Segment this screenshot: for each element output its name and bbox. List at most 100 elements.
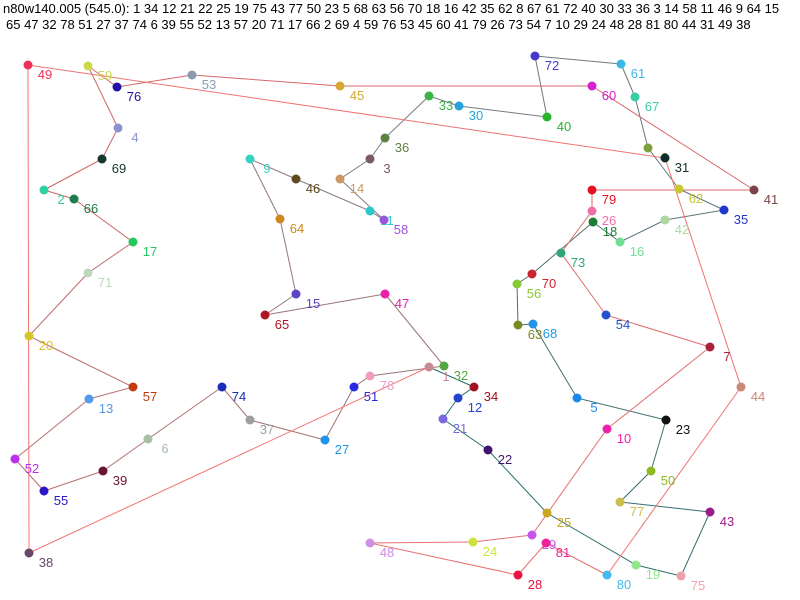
city-label-40: 40 xyxy=(557,119,571,134)
city-label-62: 62 xyxy=(689,191,703,206)
city-node-53 xyxy=(187,70,197,80)
tour-edge-35-62 xyxy=(678,188,725,211)
tour-edge-47-32 xyxy=(384,293,445,367)
city-node-33 xyxy=(424,91,434,101)
city-label-16: 16 xyxy=(630,244,644,259)
city-node-56 xyxy=(512,279,522,289)
city-label-49: 49 xyxy=(38,67,52,82)
tour-edge-30-33 xyxy=(428,95,460,107)
city-label-12: 12 xyxy=(468,400,482,415)
city-label-3: 3 xyxy=(383,161,390,176)
tour-edge-2-69 xyxy=(43,158,103,191)
city-node-21 xyxy=(438,414,448,424)
city-label-43: 43 xyxy=(720,514,734,529)
city-node-32 xyxy=(439,361,449,371)
tour-edge-8-67 xyxy=(634,96,649,149)
city-node-19 xyxy=(631,560,641,570)
city-node-28 xyxy=(513,570,523,580)
tour-edge-24-48 xyxy=(369,541,474,544)
city-node-7 xyxy=(705,342,715,352)
tour-edge-27-37 xyxy=(249,419,326,441)
tour-edge-18-16 xyxy=(592,221,621,243)
city-label-52: 52 xyxy=(25,461,39,476)
city-label-24: 24 xyxy=(483,544,497,559)
city-node-70 xyxy=(527,269,537,279)
city-label-19: 19 xyxy=(646,567,660,582)
city-node-38 xyxy=(24,548,34,558)
tour-edge-17-66 xyxy=(73,198,134,243)
city-label-44: 44 xyxy=(751,389,765,404)
tour-edge-16-42 xyxy=(619,219,666,243)
city-label-15: 15 xyxy=(306,296,320,311)
city-label-51: 51 xyxy=(364,389,378,404)
city-label-7: 7 xyxy=(723,349,730,364)
city-label-28: 28 xyxy=(528,577,542,592)
tour-edge-37-74 xyxy=(221,386,251,421)
tour-edge-76-53 xyxy=(116,74,193,88)
city-node-50 xyxy=(646,466,656,476)
city-node-43 xyxy=(705,507,715,517)
city-node-14 xyxy=(335,174,345,184)
city-label-46: 46 xyxy=(306,181,320,196)
city-node-10 xyxy=(602,424,612,434)
city-node-61 xyxy=(616,59,626,69)
city-label-70: 70 xyxy=(542,276,556,291)
city-node-55 xyxy=(39,486,49,496)
city-node-12 xyxy=(453,393,463,403)
city-node-71 xyxy=(83,268,93,278)
city-node-3 xyxy=(365,154,375,164)
city-label-1: 1 xyxy=(442,369,449,384)
city-label-69: 69 xyxy=(112,161,126,176)
city-label-59: 59 xyxy=(98,68,112,83)
city-node-46 xyxy=(291,174,301,184)
tour-edge-57-20 xyxy=(28,335,134,388)
city-label-77: 77 xyxy=(630,504,644,519)
city-node-6 xyxy=(143,434,153,444)
city-node-67 xyxy=(630,92,640,102)
tour-edge-40-30 xyxy=(458,105,548,118)
city-label-23: 23 xyxy=(676,422,690,437)
city-label-25: 25 xyxy=(557,515,571,530)
city-node-52 xyxy=(10,454,20,464)
city-label-10: 10 xyxy=(617,431,631,446)
tour-edge-20-71 xyxy=(28,272,89,337)
city-label-75: 75 xyxy=(691,578,705,593)
city-node-26 xyxy=(587,206,597,216)
tour-edge-70-18 xyxy=(531,221,594,275)
city-node-58 xyxy=(379,215,389,225)
city-node-16 xyxy=(615,237,625,247)
city-label-17: 17 xyxy=(143,244,157,259)
tour-edge-28-81 xyxy=(517,542,547,576)
tour-edge-33-36 xyxy=(384,95,430,139)
tour-edge-51-27 xyxy=(324,386,355,441)
city-node-42 xyxy=(660,215,670,225)
city-label-66: 66 xyxy=(84,201,98,216)
city-node-25 xyxy=(542,508,552,518)
city-label-64: 64 xyxy=(290,221,304,236)
city-node-5 xyxy=(572,393,582,403)
city-node-27 xyxy=(320,435,330,445)
tour-edge-64-15 xyxy=(279,218,297,295)
city-label-37: 37 xyxy=(260,422,274,437)
tour-edge-59-76 xyxy=(87,65,118,88)
tour-edge-11-46 xyxy=(295,178,371,212)
city-label-42: 42 xyxy=(675,222,689,237)
city-label-53: 53 xyxy=(202,77,216,92)
city-node-79 xyxy=(587,185,597,195)
city-node-23 xyxy=(661,415,671,425)
city-node-72 xyxy=(530,51,540,61)
city-node-30 xyxy=(454,101,464,111)
tour-edge-4-59 xyxy=(87,65,119,129)
tour-edge-14-58 xyxy=(339,178,385,221)
city-label-38: 38 xyxy=(39,555,53,570)
tour-edge-31-49 xyxy=(27,64,666,159)
city-node-13 xyxy=(84,394,94,404)
city-node-31 xyxy=(660,153,670,163)
tour-edge-60-41 xyxy=(591,85,755,191)
city-label-71: 71 xyxy=(98,275,112,290)
city-node-51 xyxy=(349,382,359,392)
city-node-63 xyxy=(513,320,523,330)
city-label-68: 68 xyxy=(543,326,557,341)
city-node-81 xyxy=(541,538,551,548)
city-label-20: 20 xyxy=(39,338,53,353)
